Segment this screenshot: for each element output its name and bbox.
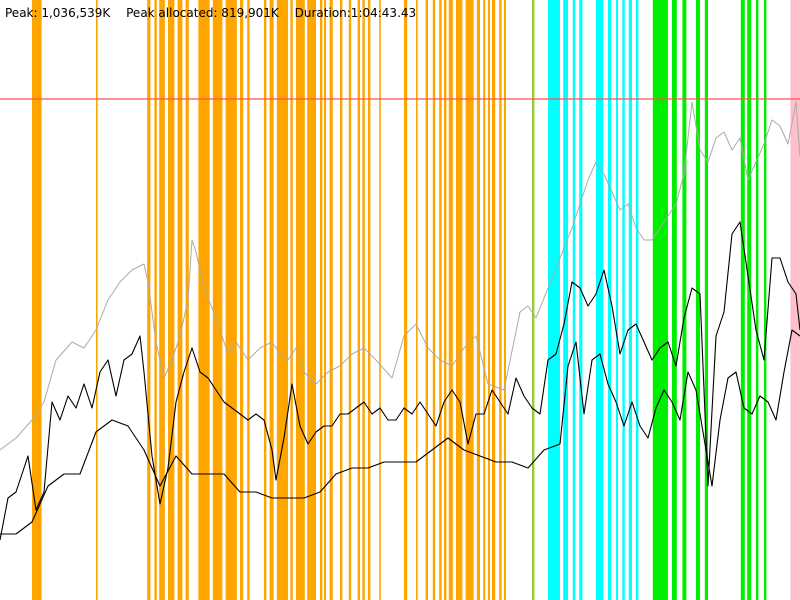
phase-band-52 <box>628 0 632 600</box>
phase-band-0 <box>32 0 42 600</box>
phase-band-45 <box>563 0 568 600</box>
peak-label: Peak: 1,036,539K <box>5 6 111 20</box>
phase-band-44 <box>548 0 560 600</box>
phase-band-54 <box>652 0 668 600</box>
phase-band-53 <box>636 0 639 600</box>
series-line-total <box>0 101 800 451</box>
phase-band-18 <box>307 0 316 600</box>
phase-band-25 <box>362 0 365 600</box>
phase-band-2 <box>147 0 151 600</box>
phase-band-8 <box>198 0 210 600</box>
duration-label: Duration:1:04:43.43 <box>294 6 417 20</box>
phase-band-4 <box>159 0 165 600</box>
peak-allocated-label: Peak allocated: 819,901K <box>126 6 279 20</box>
phase-band-37 <box>476 0 480 600</box>
phase-band-26 <box>368 0 371 600</box>
phase-band-38 <box>483 0 486 600</box>
phase-band-57 <box>696 0 700 600</box>
phase-band-33 <box>444 0 447 600</box>
phase-band-23 <box>348 0 352 600</box>
phase-band-48 <box>596 0 604 600</box>
phase-band-22 <box>340 0 343 600</box>
phase-band-20 <box>324 0 326 600</box>
phase-band-29 <box>416 0 418 600</box>
phase-band-9 <box>212 0 223 600</box>
phase-band-36 <box>465 0 474 600</box>
phase-band-35 <box>456 0 463 600</box>
phase-band-7 <box>185 0 189 600</box>
phase-band-10 <box>225 0 237 600</box>
stats-header: Peak: 1,036,539K Peak allocated: 819,901… <box>5 5 428 21</box>
phase-band-12 <box>247 0 250 600</box>
phase-band-43 <box>532 0 535 600</box>
phase-band-28 <box>404 0 408 600</box>
phase-band-3 <box>154 0 157 600</box>
phase-band-47 <box>579 0 583 600</box>
phase-bands <box>32 0 800 600</box>
phase-band-49 <box>608 0 612 600</box>
phase-band-24 <box>357 0 360 600</box>
phase-band-21 <box>329 0 333 600</box>
phase-band-41 <box>499 0 502 600</box>
phase-band-15 <box>276 0 288 600</box>
phase-band-34 <box>448 0 453 600</box>
phase-band-42 <box>504 0 506 600</box>
phase-band-40 <box>492 0 496 600</box>
phase-band-56 <box>682 0 687 600</box>
phase-band-16 <box>290 0 293 600</box>
phase-band-51 <box>622 0 625 600</box>
phase-band-32 <box>439 0 442 600</box>
phase-band-14 <box>269 0 274 600</box>
phase-band-17 <box>296 0 305 600</box>
phase-band-55 <box>672 0 677 600</box>
series-line-allocated <box>0 221 800 541</box>
phase-band-61 <box>756 0 759 600</box>
phase-band-60 <box>747 0 752 600</box>
series-line-lower-envelope <box>0 329 800 535</box>
phase-band-30 <box>425 0 428 600</box>
series-lines <box>0 101 800 541</box>
phase-band-1 <box>96 0 98 600</box>
phase-band-50 <box>616 0 618 600</box>
phase-band-62 <box>764 0 767 600</box>
phase-band-46 <box>572 0 576 600</box>
phase-band-59 <box>740 0 745 600</box>
phase-band-19 <box>320 0 323 600</box>
phase-band-11 <box>240 0 244 600</box>
phase-band-5 <box>168 0 175 600</box>
phase-band-58 <box>704 0 708 600</box>
phase-band-27 <box>379 0 381 600</box>
phase-band-13 <box>264 0 267 600</box>
phase-band-39 <box>488 0 490 600</box>
phase-band-63 <box>790 0 800 600</box>
phase-band-6 <box>177 0 183 600</box>
phase-band-31 <box>432 0 436 600</box>
